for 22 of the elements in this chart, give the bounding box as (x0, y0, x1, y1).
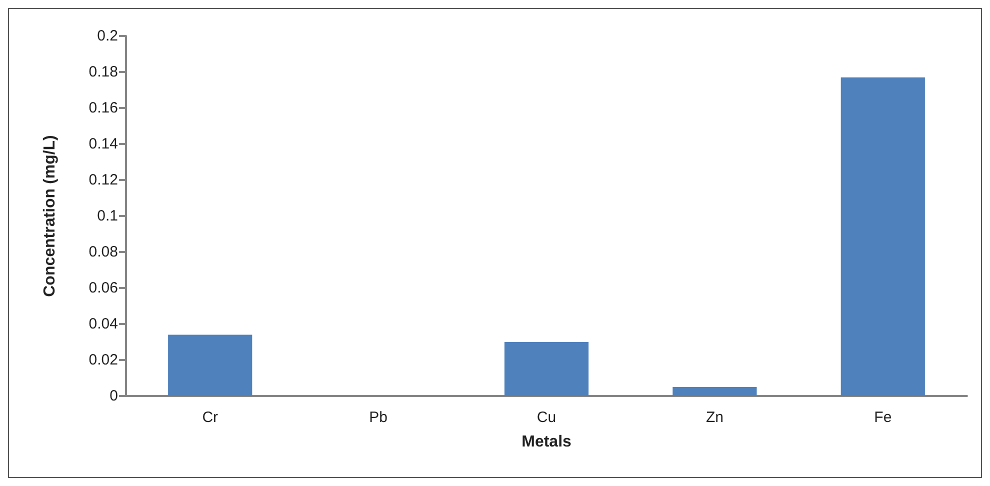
x-tick-label: Cu (536, 409, 556, 426)
y-tick-label: 0.14 (88, 136, 118, 152)
y-tick-label: 0.18 (88, 64, 118, 80)
y-tick-label: 0.12 (88, 172, 118, 188)
y-tick-label: 0.02 (88, 352, 118, 368)
y-tick-label: 0.2 (97, 28, 118, 44)
y-tick-label: 0.04 (88, 316, 118, 332)
bar (168, 334, 252, 396)
y-tick-label: 0 (110, 388, 118, 404)
y-tick-label: 0.1 (97, 208, 118, 224)
y-tick-label: 0.06 (88, 280, 118, 296)
y-tick-label: 0.08 (88, 244, 118, 260)
bar (840, 77, 925, 396)
x-tick-label: Pb (369, 409, 388, 426)
x-tick-label: Cr (202, 409, 218, 426)
y-axis-title: Concentration (mg/L) (42, 135, 58, 297)
x-tick-label: Zn (706, 409, 724, 426)
y-tick-label: 0.16 (88, 100, 118, 116)
x-axis-title: Metals (522, 434, 572, 450)
bar (672, 387, 757, 396)
x-tick-label: Fe (874, 409, 892, 426)
bar (504, 342, 589, 396)
